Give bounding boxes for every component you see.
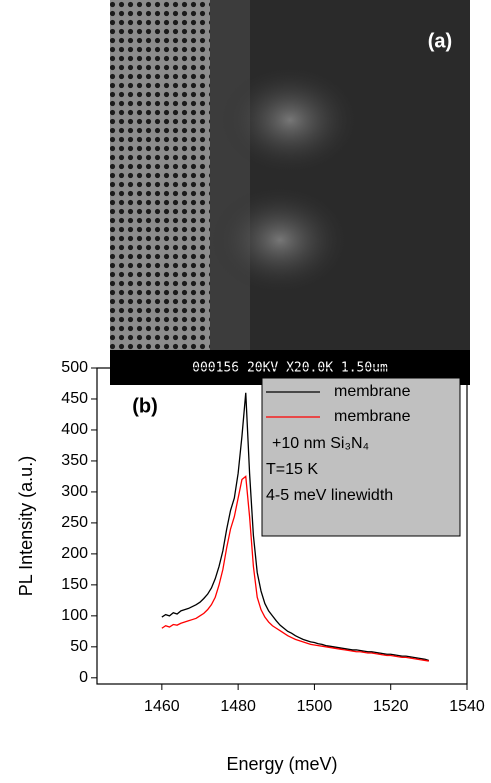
y-tick-label: 400 (61, 421, 88, 438)
legend-label: membrane (334, 383, 411, 400)
y-tick-label: 50 (70, 638, 88, 655)
series-line (161, 475, 429, 662)
y-tick-label: 250 (61, 514, 88, 531)
panel-label: (b) (132, 395, 158, 417)
y-axis-label: PL Intensity (a.u.) (16, 456, 36, 596)
y-tick-label: 150 (61, 576, 88, 593)
annotation: 4-5 meV linewidth (266, 487, 393, 504)
axes-frame (96, 367, 468, 685)
photonic-crystal (110, 0, 210, 350)
y-tick-label: 300 (61, 483, 88, 500)
sem-image: 000156 20KV X20.0K 1.50um (a) (110, 0, 470, 385)
x-axis-label: Energy (meV) (226, 754, 337, 774)
x-tick-label: 1460 (144, 698, 180, 715)
y-tick-label: 450 (61, 390, 88, 407)
legend-box (261, 377, 461, 537)
legend-label: membrane (334, 408, 411, 425)
glow (210, 185, 350, 295)
edge (210, 0, 250, 350)
x-tick-label: 1480 (220, 698, 256, 715)
y-tick-label: 0 (79, 669, 88, 686)
series-line (161, 392, 430, 662)
x-tick-label: 1540 (449, 698, 485, 715)
annotation: +10 nm Si₃N₄ (272, 435, 369, 452)
x-tick-label: 1520 (373, 698, 409, 715)
y-tick-label: 350 (61, 452, 88, 469)
panel-label: (a) (428, 30, 452, 52)
y-tick-label: 100 (61, 607, 88, 624)
y-tick-label: 500 (61, 359, 88, 376)
annotation: T=15 K (266, 461, 318, 478)
y-tick-label: 200 (61, 545, 88, 562)
x-tick-label: 1500 (297, 698, 333, 715)
plot: 0 50 100 150 200 250 300 350 400 450 500 1460 1480 15… (16, 359, 485, 774)
glow (220, 65, 360, 175)
